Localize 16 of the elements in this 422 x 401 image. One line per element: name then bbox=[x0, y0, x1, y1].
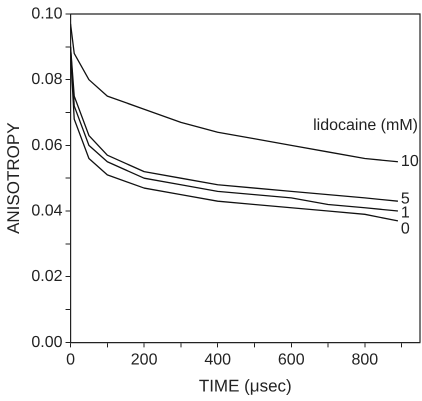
series-label: 0 bbox=[400, 220, 410, 238]
y-tick-label: 0.06 bbox=[31, 136, 63, 154]
y-tick-label: 0.02 bbox=[31, 268, 63, 286]
y-tick-label: 0.00 bbox=[31, 334, 63, 351]
y-tick-label: 0.04 bbox=[31, 202, 63, 220]
x-tick-label: 400 bbox=[204, 351, 232, 368]
y-tick-label: 0.10 bbox=[31, 5, 63, 22]
legend-title: lidocaine (mM) bbox=[313, 117, 418, 134]
x-axis-title: TIME (μsec) bbox=[198, 376, 292, 396]
x-tick-label: 800 bbox=[351, 351, 378, 368]
y-axis-title: ANISOTROPY bbox=[4, 122, 23, 234]
y-tick-label: 0.08 bbox=[31, 71, 63, 88]
x-tick-label: 600 bbox=[278, 351, 305, 368]
x-tick-label: 200 bbox=[130, 351, 158, 368]
x-tick-label: 0 bbox=[66, 351, 76, 368]
series-label: 10 bbox=[400, 153, 419, 170]
